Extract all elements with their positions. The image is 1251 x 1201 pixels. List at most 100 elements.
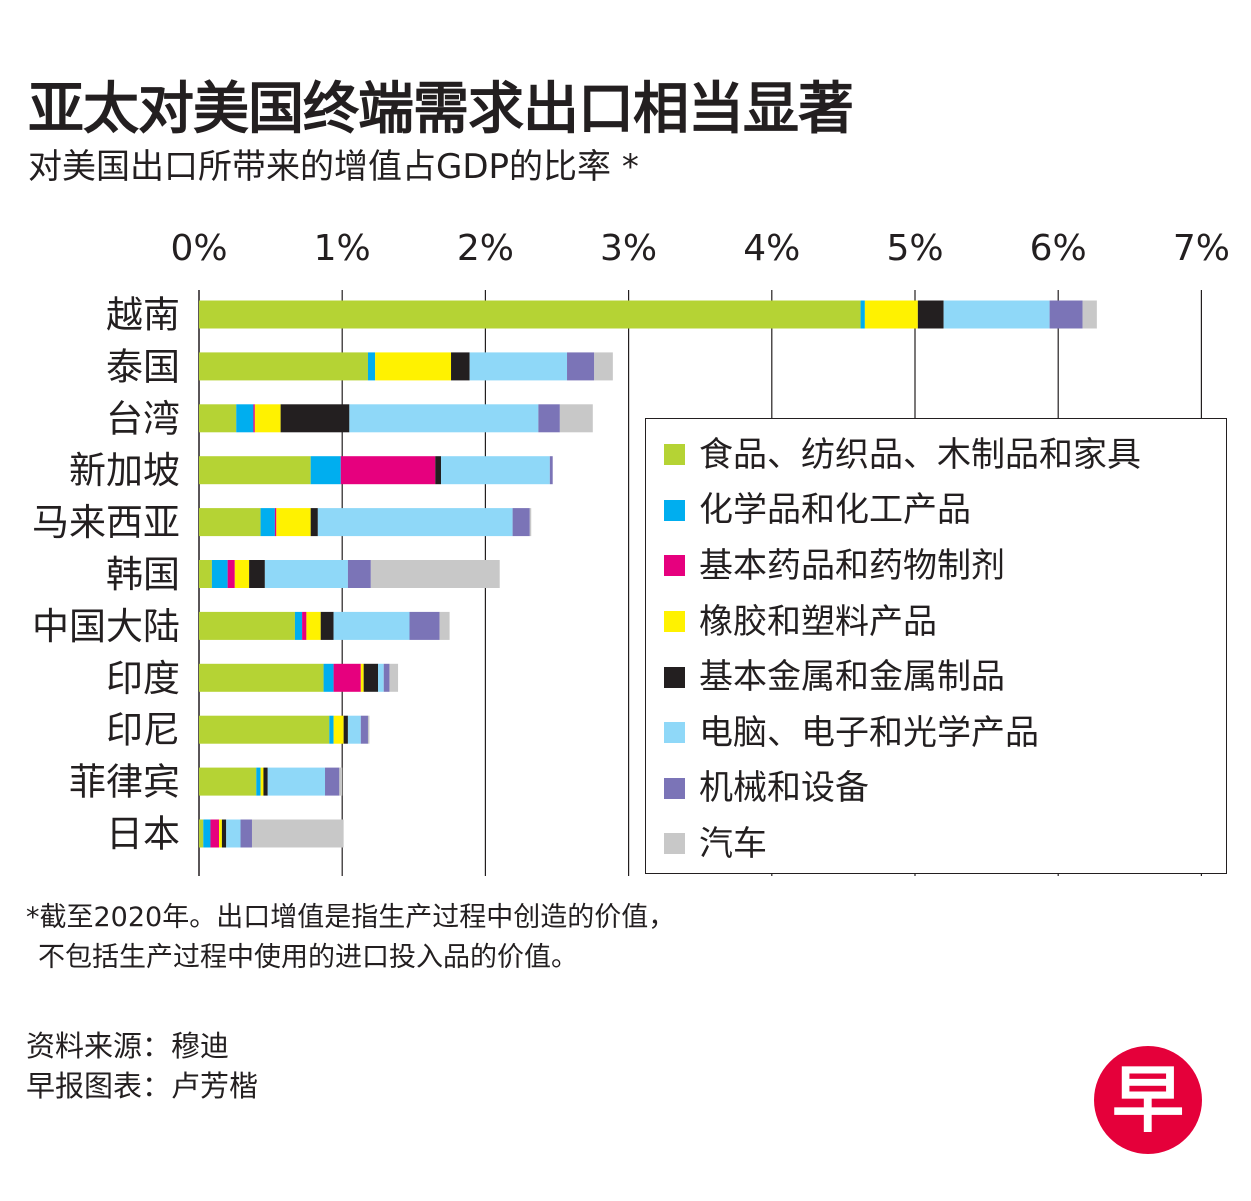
bar-segment: [943, 300, 1050, 329]
bar-segment: [199, 819, 204, 848]
credits: 资料来源：穆迪 早报图表：卢芳楷: [26, 1026, 258, 1106]
category-label: 日本: [106, 813, 180, 856]
bar-segment: [199, 611, 295, 640]
legend-item: 化学品和化工产品: [664, 483, 1226, 539]
category-label: 印度: [106, 657, 180, 700]
bar-segment: [226, 819, 241, 848]
bar-segment: [199, 663, 324, 692]
stacked-bar-chart: 0% 1% 2% 3% 4% 5% 6% 7% 越南泰国台湾新加坡马来西亚韩国中国大陆印度印尼菲…: [32, 228, 1230, 876]
bar-segment: [240, 819, 252, 848]
bar-segment: [378, 663, 384, 692]
x-tick-label: 3%: [600, 228, 657, 269]
legend-label: 汽车: [699, 823, 767, 864]
bar-segment: [529, 508, 532, 537]
category-label: 韩国: [106, 553, 180, 596]
bar-segment: [234, 560, 250, 588]
bar-segment: [917, 300, 944, 329]
category-label: 越南: [106, 294, 180, 337]
bar-segment: [333, 663, 361, 692]
legend-item: 汽车: [664, 816, 1226, 872]
bar-segment: [325, 767, 340, 796]
bar-segment: [199, 508, 261, 537]
bar-segment: [538, 404, 560, 433]
legend-swatch: [664, 666, 685, 688]
x-tick-label: 5%: [886, 228, 943, 269]
x-tick-label: 7%: [1173, 228, 1230, 269]
bar-segment: [367, 715, 370, 744]
bar-segment: [199, 560, 212, 588]
chart-subtitle: 对美国出口所带来的增值占GDP的比率 *: [28, 147, 639, 187]
bar-segment: [512, 508, 530, 537]
legend-item: 机械和设备: [664, 761, 1226, 817]
bar-segment: [249, 560, 265, 588]
legend-label: 机械和设备: [699, 768, 869, 809]
bar-segment: [367, 352, 376, 381]
x-tick-label: 2%: [457, 228, 514, 269]
bar-segment: [864, 300, 918, 329]
bar-segment: [343, 715, 348, 744]
bar-segment: [219, 819, 222, 848]
category-label: 菲律宾: [69, 761, 180, 804]
bar-segment: [323, 663, 334, 692]
bar-segment: [347, 715, 361, 744]
bar-segment: [227, 560, 235, 588]
bar-segment: [306, 611, 321, 640]
bar-segment: [439, 611, 450, 640]
bar-segment: [329, 715, 334, 744]
legend-swatch: [664, 722, 685, 744]
bar-segment: [363, 663, 378, 692]
bar-segment: [264, 560, 348, 588]
bar-segment: [1049, 300, 1083, 329]
footnote-line-1: *截至2020年。出口增值是指生产过程中创造的价值，: [26, 902, 676, 933]
bar-segment: [211, 560, 228, 588]
bar-segment: [389, 663, 399, 692]
bar-segment: [310, 508, 318, 537]
bar-segment: [1082, 300, 1097, 329]
bar-segment: [236, 404, 254, 433]
bar-segment: [263, 767, 268, 796]
bar-segment: [360, 715, 368, 744]
bar-segment: [409, 611, 440, 640]
bar-segment: [251, 819, 344, 848]
legend-label: 电脑、电子和光学产品: [699, 712, 1039, 753]
bar-segment: [349, 404, 539, 433]
bar-segment: [274, 508, 277, 537]
bar-segment: [310, 456, 341, 485]
bar-segment: [199, 715, 330, 744]
bar-segment: [199, 404, 237, 433]
bar-segment: [435, 456, 442, 485]
x-tick-label: 4%: [743, 228, 800, 269]
bar-segment: [221, 819, 227, 848]
category-label: 中国大陆: [32, 605, 180, 648]
bar-segment: [302, 611, 307, 640]
bar-segment: [260, 767, 264, 796]
legend-label: 食品、纺织品、木制品和家具: [699, 434, 1141, 475]
bar-segment: [370, 560, 500, 588]
bar-segment: [260, 508, 275, 537]
bar-segment: [320, 611, 334, 640]
category-label: 新加坡: [69, 449, 180, 492]
bar-segment: [594, 352, 613, 381]
chart-legend: 食品、纺织品、木制品和家具 化学品和化工产品 基本药品和药物制剂 橡胶和塑料产品 基本金…: [645, 418, 1227, 874]
bar-segment: [567, 352, 595, 381]
bar-segment: [199, 456, 311, 485]
bar-segment: [210, 819, 220, 848]
chart-title: 亚太对美国终端需求出口相当显著: [28, 77, 854, 142]
bar-segment: [559, 404, 593, 433]
category-label: 泰国: [106, 345, 180, 388]
bar-segment: [333, 611, 410, 640]
bar-segment: [441, 456, 550, 485]
bar-segment: [860, 300, 865, 329]
bar-segment: [199, 300, 861, 329]
legend-label: 基本金属和金属制品: [699, 657, 1005, 698]
legend-item: 食品、纺织品、木制品和家具: [664, 427, 1226, 483]
legend-item: 橡胶和塑料产品: [664, 594, 1226, 650]
bar-segment: [339, 767, 343, 796]
bar-segment: [253, 404, 255, 433]
footnote-line-2: 不包括生产过程中使用的进口投入品的价值。: [38, 942, 578, 973]
bar-segment: [199, 767, 257, 796]
legend-swatch: [664, 499, 685, 521]
x-tick-label: 1%: [314, 228, 371, 269]
bar-segment: [280, 404, 350, 433]
bar-segment: [549, 456, 553, 485]
